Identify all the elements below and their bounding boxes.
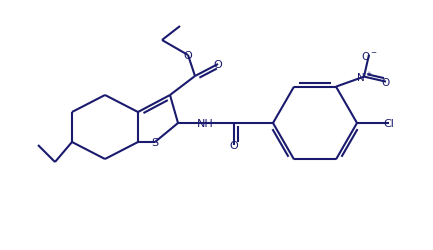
Text: O: O (184, 51, 192, 61)
Text: O: O (229, 140, 239, 150)
Text: O: O (382, 77, 390, 87)
Text: S: S (152, 138, 158, 147)
Text: N$^+$: N$^+$ (355, 71, 372, 84)
Text: NH: NH (197, 118, 213, 128)
Text: Cl: Cl (384, 118, 394, 128)
Text: O$^-$: O$^-$ (361, 50, 378, 62)
Text: O: O (213, 60, 223, 70)
